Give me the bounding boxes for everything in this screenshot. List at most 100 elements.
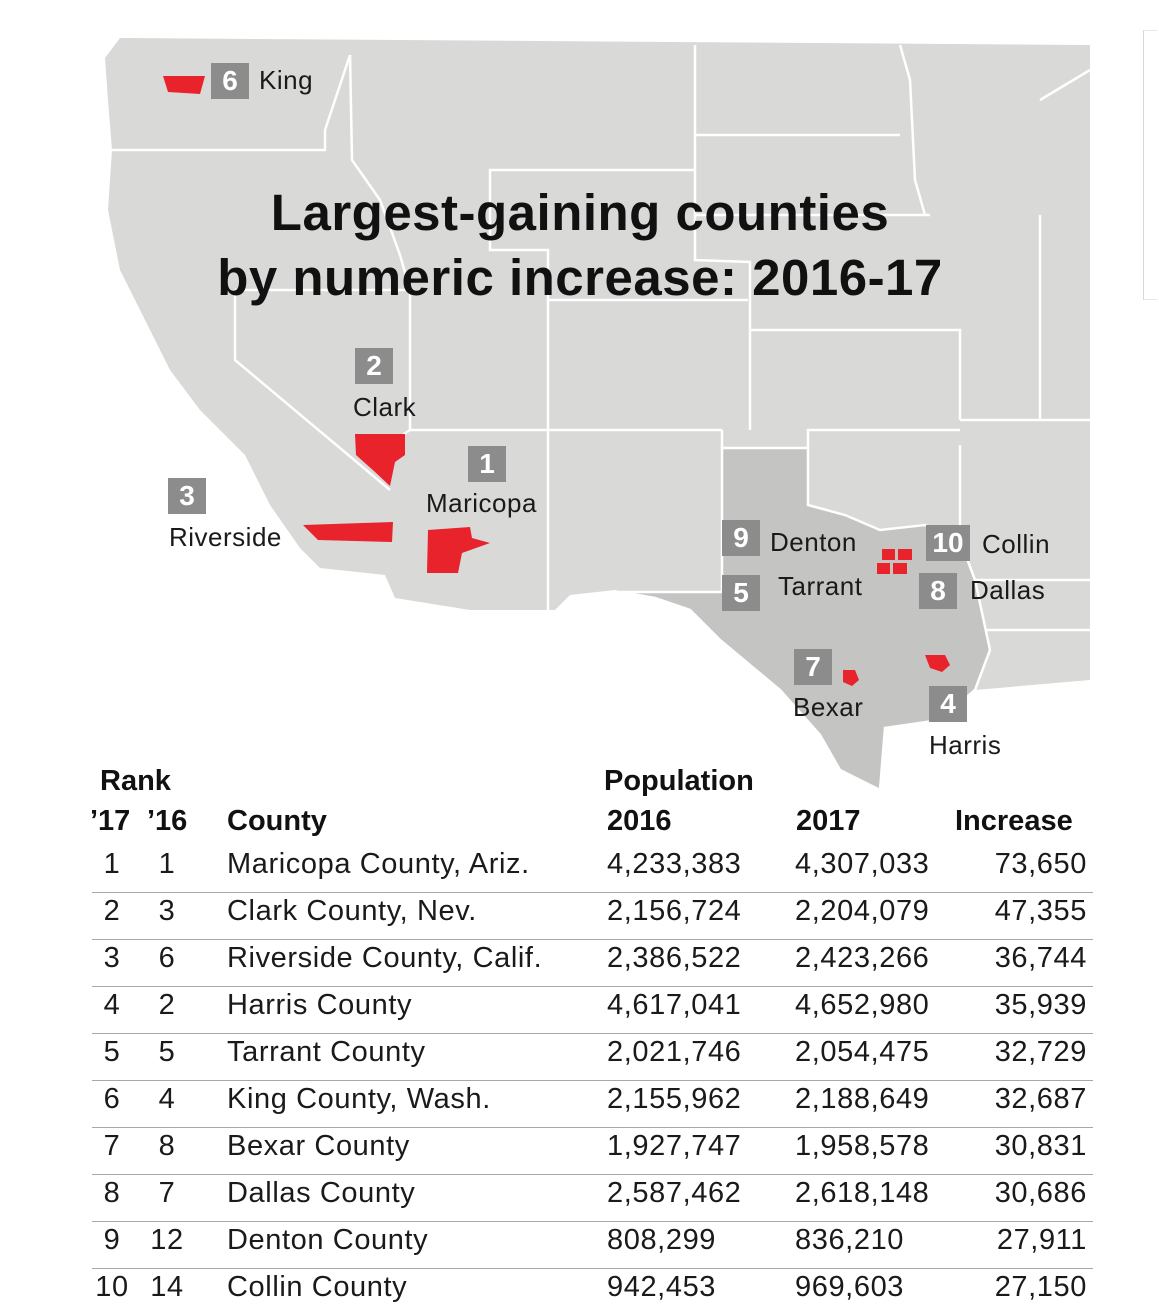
cell-pop-2016: 1,927,747 bbox=[607, 1130, 742, 1162]
table-row: 4 2 Harris County 4,617,041 4,652,980 35… bbox=[92, 986, 1093, 1034]
cell-rank-2017: 10 bbox=[95, 1271, 129, 1303]
header-pop-2017: 2017 bbox=[796, 805, 861, 837]
cell-rank-2016: 1 bbox=[158, 848, 176, 880]
table-row: 6 4 King County, Wash. 2,155,962 2,188,6… bbox=[92, 1080, 1093, 1128]
cell-increase: 47,355 bbox=[994, 895, 1087, 927]
county-collin bbox=[898, 549, 912, 560]
cell-rank-2017: 4 bbox=[103, 989, 121, 1021]
cell-pop-2017: 969,603 bbox=[795, 1271, 905, 1303]
cell-rank-2016: 12 bbox=[150, 1224, 184, 1256]
cell-pop-2017: 4,652,980 bbox=[795, 989, 930, 1021]
header-population: Population bbox=[604, 765, 754, 797]
cell-county: Bexar County bbox=[227, 1130, 410, 1162]
table-row: 8 7 Dallas County 2,587,462 2,618,148 30… bbox=[92, 1174, 1093, 1222]
cell-increase: 32,687 bbox=[994, 1083, 1087, 1115]
county-clark bbox=[355, 434, 405, 486]
cell-pop-2016: 942,453 bbox=[607, 1271, 717, 1303]
badge-tarrant: 5 bbox=[722, 575, 760, 611]
cell-county: Maricopa County, Ariz. bbox=[227, 848, 530, 880]
table-row: 2 3 Clark County, Nev. 2,156,724 2,204,0… bbox=[92, 892, 1093, 940]
label-maricopa: Maricopa bbox=[426, 488, 537, 518]
badge-denton: 9 bbox=[722, 520, 760, 556]
cell-pop-2016: 2,587,462 bbox=[607, 1177, 742, 1209]
label-tarrant: Tarrant bbox=[778, 571, 863, 601]
cell-rank-2016: 3 bbox=[158, 895, 176, 927]
cell-pop-2016: 2,386,522 bbox=[607, 942, 742, 974]
cell-pop-2017: 2,423,266 bbox=[795, 942, 930, 974]
badge-maricopa: 1 bbox=[468, 446, 506, 482]
badge-clark: 2 bbox=[355, 348, 393, 384]
label-dallas: Dallas bbox=[970, 575, 1046, 605]
cell-rank-2016: 6 bbox=[158, 942, 176, 974]
cell-rank-2017: 7 bbox=[103, 1130, 121, 1162]
cell-increase: 30,686 bbox=[994, 1177, 1087, 1209]
table-row: 3 6 Riverside County, Calif. 2,386,522 2… bbox=[92, 939, 1093, 987]
badge-bexar: 7 bbox=[794, 649, 832, 685]
label-bexar: Bexar bbox=[793, 692, 864, 722]
badge-collin: 10 bbox=[926, 525, 970, 561]
header-pop-2016: 2016 bbox=[607, 805, 672, 837]
cell-county: Collin County bbox=[227, 1271, 408, 1303]
header-increase: Increase bbox=[955, 805, 1073, 837]
cell-increase: 27,911 bbox=[996, 1224, 1087, 1256]
cell-pop-2016: 808,299 bbox=[607, 1224, 717, 1256]
badge-king: 6 bbox=[211, 63, 249, 99]
cell-increase: 30,831 bbox=[994, 1130, 1087, 1162]
label-king: King bbox=[259, 65, 314, 95]
cell-pop-2016: 4,233,383 bbox=[607, 848, 742, 880]
cell-rank-2016: 14 bbox=[150, 1271, 184, 1303]
cell-county: Denton County bbox=[227, 1224, 429, 1256]
label-collin: Collin bbox=[982, 529, 1051, 559]
cell-increase: 73,650 bbox=[994, 848, 1087, 880]
cell-rank-2016: 2 bbox=[158, 989, 176, 1021]
county-riverside bbox=[303, 522, 393, 542]
table-row: 5 5 Tarrant County 2,021,746 2,054,475 3… bbox=[92, 1033, 1093, 1081]
cell-increase: 27,150 bbox=[994, 1271, 1087, 1303]
county-harris bbox=[925, 655, 950, 672]
cell-pop-2017: 2,054,475 bbox=[795, 1036, 930, 1068]
cell-pop-2017: 2,618,148 bbox=[795, 1177, 930, 1209]
label-harris: Harris bbox=[929, 730, 1002, 760]
cell-rank-2017: 9 bbox=[103, 1224, 121, 1256]
cell-pop-2016: 2,021,746 bbox=[607, 1036, 742, 1068]
cell-increase: 36,744 bbox=[994, 942, 1087, 974]
label-denton: Denton bbox=[770, 527, 857, 557]
header-rank-16: ’16 bbox=[147, 805, 188, 837]
county-bexar bbox=[843, 670, 859, 686]
cell-rank-2016: 4 bbox=[158, 1083, 176, 1115]
map-title-line2: by numeric increase: 2016-17 bbox=[217, 249, 943, 306]
cell-county: King County, Wash. bbox=[227, 1083, 491, 1115]
header-county: County bbox=[227, 805, 327, 837]
cell-rank-2016: 7 bbox=[158, 1177, 176, 1209]
map-title-line1: Largest-gaining counties bbox=[270, 184, 890, 241]
cell-rank-2017: 5 bbox=[103, 1036, 121, 1068]
header-rank: Rank bbox=[100, 765, 171, 797]
header-rank-17: ’17 bbox=[90, 805, 131, 837]
cell-pop-2017: 2,188,649 bbox=[795, 1083, 930, 1115]
cell-pop-2016: 4,617,041 bbox=[607, 989, 742, 1021]
cell-county: Tarrant County bbox=[227, 1036, 426, 1068]
county-tarrant bbox=[877, 563, 890, 574]
table-row: 10 14 Collin County 942,453 969,603 27,1… bbox=[92, 1268, 1093, 1315]
badge-dallas: 8 bbox=[919, 573, 957, 609]
cell-rank-2017: 1 bbox=[103, 848, 121, 880]
table-row: 9 12 Denton County 808,299 836,210 27,91… bbox=[92, 1221, 1093, 1269]
table-row: 7 8 Bexar County 1,927,747 1,958,578 30,… bbox=[92, 1127, 1093, 1175]
cell-rank-2016: 8 bbox=[158, 1130, 176, 1162]
cell-pop-2017: 2,204,079 bbox=[795, 895, 930, 927]
label-riverside: Riverside bbox=[169, 522, 282, 552]
cell-rank-2017: 2 bbox=[103, 895, 121, 927]
cell-increase: 32,729 bbox=[994, 1036, 1087, 1068]
cell-rank-2017: 8 bbox=[103, 1177, 121, 1209]
cell-county: Clark County, Nev. bbox=[227, 895, 477, 927]
county-maricopa bbox=[427, 527, 490, 573]
county-king bbox=[163, 76, 205, 94]
state-borders bbox=[112, 44, 1091, 632]
cell-rank-2017: 3 bbox=[103, 942, 121, 974]
cell-pop-2016: 2,156,724 bbox=[607, 895, 742, 927]
cell-rank-2016: 5 bbox=[158, 1036, 176, 1068]
label-clark: Clark bbox=[353, 392, 417, 422]
side-rule bbox=[1143, 30, 1157, 300]
cell-pop-2017: 4,307,033 bbox=[795, 848, 930, 880]
cell-rank-2017: 6 bbox=[103, 1083, 121, 1115]
